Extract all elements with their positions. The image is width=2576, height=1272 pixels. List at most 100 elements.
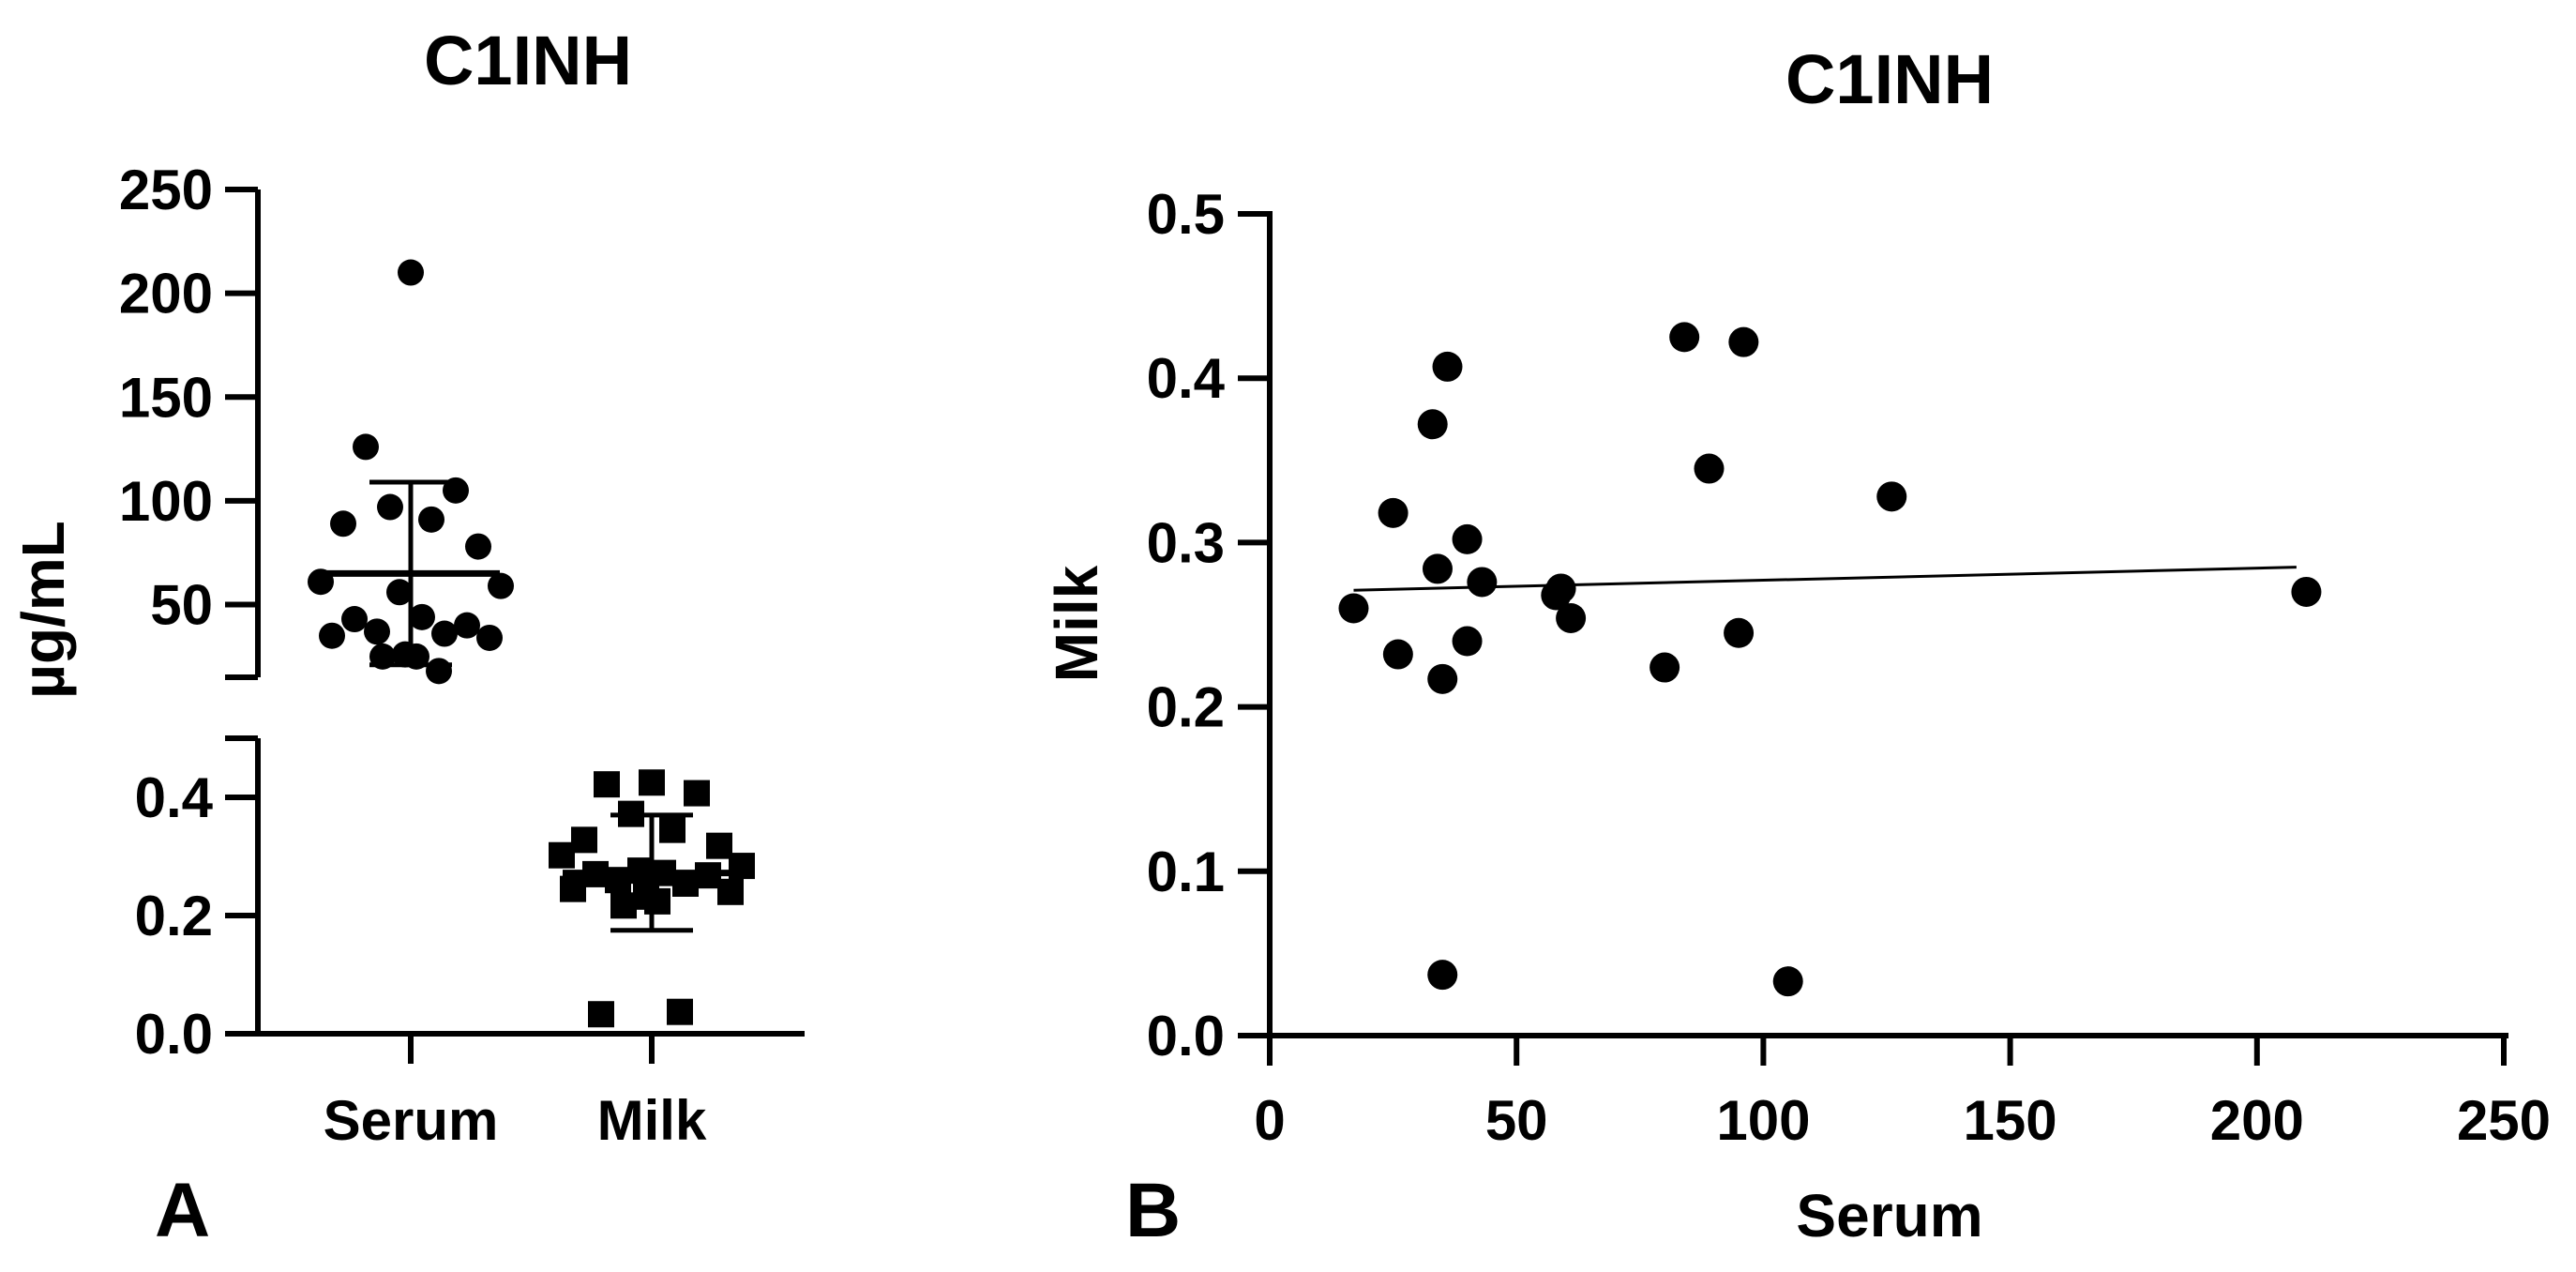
panel-b-regression-line xyxy=(1353,566,2297,592)
scatter-point xyxy=(1669,322,1700,353)
milk-point xyxy=(639,769,665,796)
panel-b-xtick-label: 250 xyxy=(2457,1089,2551,1152)
scatter-point xyxy=(1427,663,1458,694)
panel-b-ytick-label: 0.2 xyxy=(1147,676,1225,739)
serum-point xyxy=(319,622,345,649)
panel-a-title: C1INH xyxy=(424,22,632,99)
milk-point xyxy=(644,887,670,915)
scatter-point xyxy=(1694,453,1725,484)
scatter-point xyxy=(1556,602,1587,633)
serum-point xyxy=(386,579,413,606)
panel-b-yticks: 0.0 0.1 0.2 0.3 0.4 0.5 xyxy=(1147,183,1270,1068)
scatter-point xyxy=(1338,593,1369,624)
serum-point xyxy=(377,493,403,521)
panel-a-chart: C1INH µg/mL 50 100 150 200 250 0.0 0.2 0.4 Ser… xyxy=(9,22,805,1253)
serum-point xyxy=(353,433,379,461)
scatter-point xyxy=(1650,652,1680,683)
panel-a-points xyxy=(308,259,755,1028)
serum-point xyxy=(454,612,480,639)
panel-a-ytick-label: 150 xyxy=(119,366,213,429)
panel-b-chart: C1INH Milk Serum 0.0 0.1 0.2 0.3 0.4 0.5 0 50 1… xyxy=(1043,40,2551,1253)
panel-b-ytick-label: 0.3 xyxy=(1147,511,1225,574)
scatter-point xyxy=(1545,573,1576,604)
serum-point xyxy=(431,620,458,647)
milk-point xyxy=(627,857,654,885)
panel-b-ytick-label: 0.0 xyxy=(1147,1005,1225,1068)
panel-a-yticks-lower: 0.0 0.2 0.4 xyxy=(135,766,258,1066)
milk-point xyxy=(588,1001,614,1028)
serum-point xyxy=(308,568,334,596)
milk-point xyxy=(667,998,693,1025)
serum-point xyxy=(369,643,396,670)
serum-point xyxy=(409,603,435,630)
panel-b-x-axis-label: Serum xyxy=(1796,1182,1982,1249)
milk-point xyxy=(659,816,685,843)
milk-point xyxy=(610,892,637,919)
serum-point xyxy=(465,533,491,560)
panel-b-ytick-label: 0.4 xyxy=(1147,347,1226,410)
milk-point xyxy=(695,862,721,889)
panel-b-xtick-label: 0 xyxy=(1254,1089,1285,1152)
milk-point xyxy=(717,878,744,905)
serum-point xyxy=(418,506,444,533)
panel-b-xtick-label: 100 xyxy=(1716,1089,1810,1152)
serum-point xyxy=(364,618,390,645)
panel-a-ytick-label: 100 xyxy=(119,470,213,533)
scatter-point xyxy=(2291,576,2322,607)
panel-a-xtick-label: Serum xyxy=(324,1089,499,1152)
serum-point xyxy=(426,658,452,685)
panel-b-xtick-label: 200 xyxy=(2210,1089,2304,1152)
milk-point xyxy=(618,800,644,827)
serum-point xyxy=(403,643,429,670)
panel-a-ytick-label: 0.0 xyxy=(135,1003,213,1066)
milk-point xyxy=(549,841,575,869)
scatter-point xyxy=(1728,326,1759,357)
serum-point xyxy=(330,510,356,538)
scatter-point xyxy=(1378,497,1409,528)
serum-point xyxy=(341,606,368,633)
scatter-point xyxy=(1452,626,1483,657)
panel-b-ytick-label: 0.5 xyxy=(1147,183,1225,246)
panel-a-ytick-label: 250 xyxy=(119,159,213,221)
panel-b-ytick-label: 0.1 xyxy=(1147,840,1225,903)
panel-b-y-axis-label: Milk xyxy=(1043,565,1110,682)
scatter-point xyxy=(1417,409,1448,440)
panel-a-label: A xyxy=(155,1168,210,1253)
panel-b-label: B xyxy=(1125,1168,1181,1253)
panel-a-xtick-label: Milk xyxy=(597,1089,707,1152)
scatter-point xyxy=(1876,481,1907,512)
scatter-point xyxy=(1772,966,1803,997)
panel-b-points xyxy=(1338,322,2322,997)
panel-a-xticks: Serum Milk xyxy=(324,1034,707,1152)
serum-point xyxy=(398,259,424,286)
panel-b-xticks: 0 50 100 150 200 250 xyxy=(1254,1036,2551,1152)
panel-a-ytick-label: 0.4 xyxy=(135,766,214,829)
milk-point xyxy=(571,826,597,854)
milk-point xyxy=(684,780,710,807)
panel-b-xtick-label: 50 xyxy=(1485,1089,1548,1152)
milk-point xyxy=(729,853,755,880)
panel-a-error-bars xyxy=(322,479,741,933)
panel-a-ytick-label: 0.2 xyxy=(135,885,213,947)
serum-point xyxy=(443,477,469,504)
milk-point xyxy=(672,870,699,897)
scatter-point xyxy=(1422,553,1453,584)
scatter-point xyxy=(1452,523,1483,554)
serum-point xyxy=(476,624,503,651)
panel-b-xtick-label: 150 xyxy=(1964,1089,2057,1152)
milk-point xyxy=(582,860,609,887)
scatter-point xyxy=(1432,351,1463,382)
milk-point xyxy=(605,867,631,894)
scatter-point xyxy=(1724,617,1755,648)
panel-a-y-axis-label: µg/mL xyxy=(9,521,77,699)
panel-b-title: C1INH xyxy=(1785,40,1994,118)
panel-a-yticks-upper: 50 100 150 200 250 xyxy=(119,159,258,637)
panel-a-ytick-label: 50 xyxy=(150,574,213,637)
milk-point xyxy=(594,771,620,798)
scatter-point xyxy=(1382,639,1413,670)
panel-a-ytick-label: 200 xyxy=(119,263,213,326)
milk-point xyxy=(706,832,732,859)
scatter-point xyxy=(1467,567,1498,598)
milk-point xyxy=(560,875,586,902)
